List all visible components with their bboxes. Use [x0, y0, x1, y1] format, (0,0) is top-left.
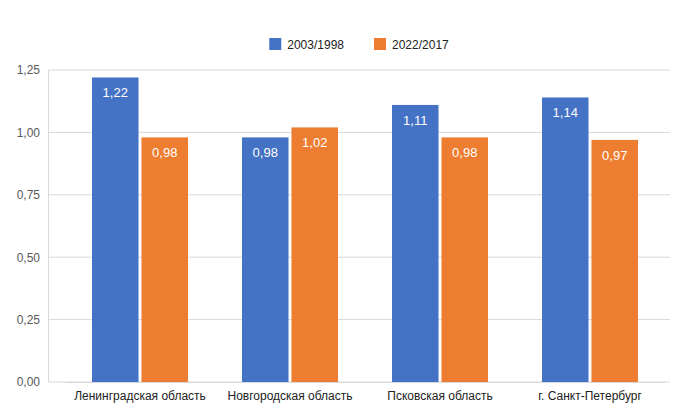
- y-tick: 0,75: [17, 188, 48, 202]
- y-tick: 0,50: [17, 251, 48, 265]
- x-tick: г. Санкт-Петербург: [538, 382, 642, 403]
- y-tick-label: 0,00: [17, 375, 41, 389]
- x-tick: Ленинградская область: [74, 382, 206, 403]
- legend-item: 2022/2017: [374, 38, 449, 52]
- legend-item: 2003/1998: [269, 38, 344, 52]
- bar: [92, 77, 139, 382]
- legend-label: 2022/2017: [392, 38, 449, 52]
- data-label: 1,11: [403, 113, 427, 128]
- y-tick-label: 1,25: [17, 63, 41, 77]
- y-tick-label: 0,25: [17, 313, 41, 327]
- bar: [242, 137, 289, 382]
- data-label: 0,98: [253, 145, 278, 160]
- x-tick-label: Ленинградская область: [74, 389, 206, 403]
- plot: 0,00 0,25 0,50 0,75 1,00 1,25 Ленинградская об…: [17, 63, 670, 402]
- x-tick-label: Псковская область: [387, 389, 492, 403]
- y-tick: 0,00: [17, 375, 48, 389]
- legend: 2003/1998 2022/2017: [269, 38, 449, 52]
- y-tick: 1,25: [17, 63, 48, 77]
- legend-label: 2003/1998: [287, 38, 344, 52]
- y-tick-label: 0,75: [17, 188, 41, 202]
- data-label: 0,98: [152, 145, 177, 160]
- y-tick: 1,00: [17, 126, 48, 140]
- bar: [542, 97, 589, 382]
- y-tick-label: 0,50: [17, 251, 41, 265]
- data-label: 0,98: [452, 145, 477, 160]
- bar: [441, 137, 488, 382]
- bar: [392, 105, 439, 382]
- y-axis: 0,00 0,25 0,50 0,75 1,00 1,25: [17, 63, 49, 389]
- data-labels: 1,22 0,98 1,11 1,14 0,98 1,02 0,98 0,97: [103, 85, 628, 162]
- x-axis: Ленинградская область Новгородская област…: [66, 382, 666, 403]
- chart: 0,00 0,25 0,50 0,75 1,00 1,25 Ленинградская об…: [0, 0, 683, 418]
- data-label: 1,02: [302, 135, 327, 150]
- legend-swatch: [269, 38, 281, 50]
- x-axis-line: [66, 382, 666, 383]
- y-tick: 0,25: [17, 313, 48, 327]
- data-label: 1,14: [553, 105, 578, 120]
- bar: [291, 127, 338, 382]
- bar: [591, 140, 638, 382]
- grid-line: [48, 70, 670, 71]
- x-tick-label: г. Санкт-Петербург: [538, 389, 642, 403]
- x-tick: Новгородская область: [227, 382, 352, 403]
- x-tick: Псковская область: [387, 382, 492, 403]
- y-axis-line: [48, 71, 49, 383]
- legend-swatch: [374, 38, 386, 50]
- x-tick-label: Новгородская область: [227, 389, 352, 403]
- y-tick-label: 1,00: [17, 126, 41, 140]
- data-label: 1,22: [103, 85, 128, 100]
- grid: [48, 70, 670, 382]
- data-label: 0,97: [602, 148, 627, 163]
- bars: [92, 77, 638, 382]
- bar: [141, 137, 188, 382]
